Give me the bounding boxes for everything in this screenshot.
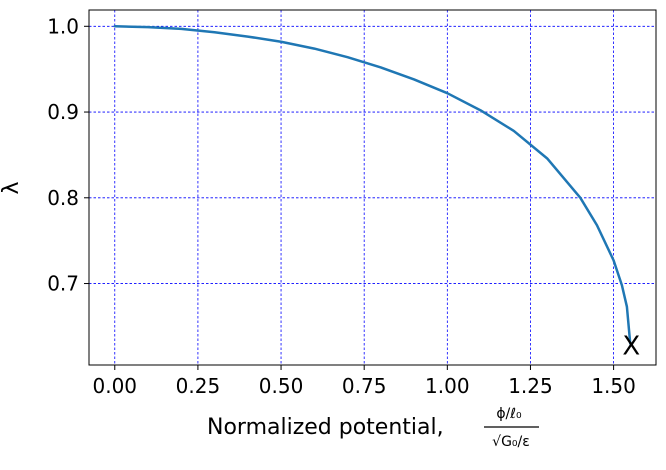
x-tick-label: 0.00 <box>93 374 138 398</box>
y-tick-label: 0.7 <box>47 272 79 296</box>
plot-frame <box>88 9 657 366</box>
x-axis-label-fraction-numerator: ϕ/ℓ₀ <box>496 406 522 422</box>
x-tick-label: 0.25 <box>176 374 221 398</box>
y-tick-label: 1.0 <box>47 14 79 38</box>
y-axis-label: λ <box>0 181 24 194</box>
x-axis-label-fraction: ϕ/ℓ₀ √G₀/ε <box>484 406 539 450</box>
x-axis-label-prefix: Normalized potential, <box>207 415 444 440</box>
x-axis-label-fraction-denominator: √G₀/ε <box>492 434 530 450</box>
x-tick-label: 1.00 <box>425 374 470 398</box>
plot-area <box>89 10 656 365</box>
grid-layer <box>89 10 656 365</box>
y-tick-label: 0.9 <box>47 100 79 124</box>
tick-layer: 0.00 0.25 0.50 0.75 1.00 1.25 1.50 0.7 0.8 0.9 1.0 <box>47 14 636 398</box>
x-tick-label: 1.50 <box>591 374 636 398</box>
annotation-marker: X <box>622 332 640 362</box>
axes-layer <box>88 9 657 366</box>
x-tick-label: 0.50 <box>259 374 304 398</box>
series-layer <box>113 25 632 345</box>
x-tick-label: 0.75 <box>342 374 387 398</box>
y-tick-label: 0.8 <box>47 186 79 210</box>
annotation-layer: X <box>622 332 640 362</box>
series-line-lambda <box>113 25 632 345</box>
x-tick-label: 1.25 <box>508 374 553 398</box>
